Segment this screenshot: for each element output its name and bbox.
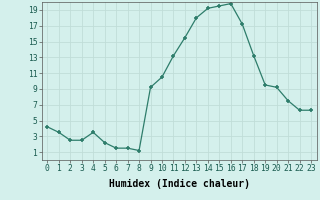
X-axis label: Humidex (Indice chaleur): Humidex (Indice chaleur) [109, 179, 250, 189]
